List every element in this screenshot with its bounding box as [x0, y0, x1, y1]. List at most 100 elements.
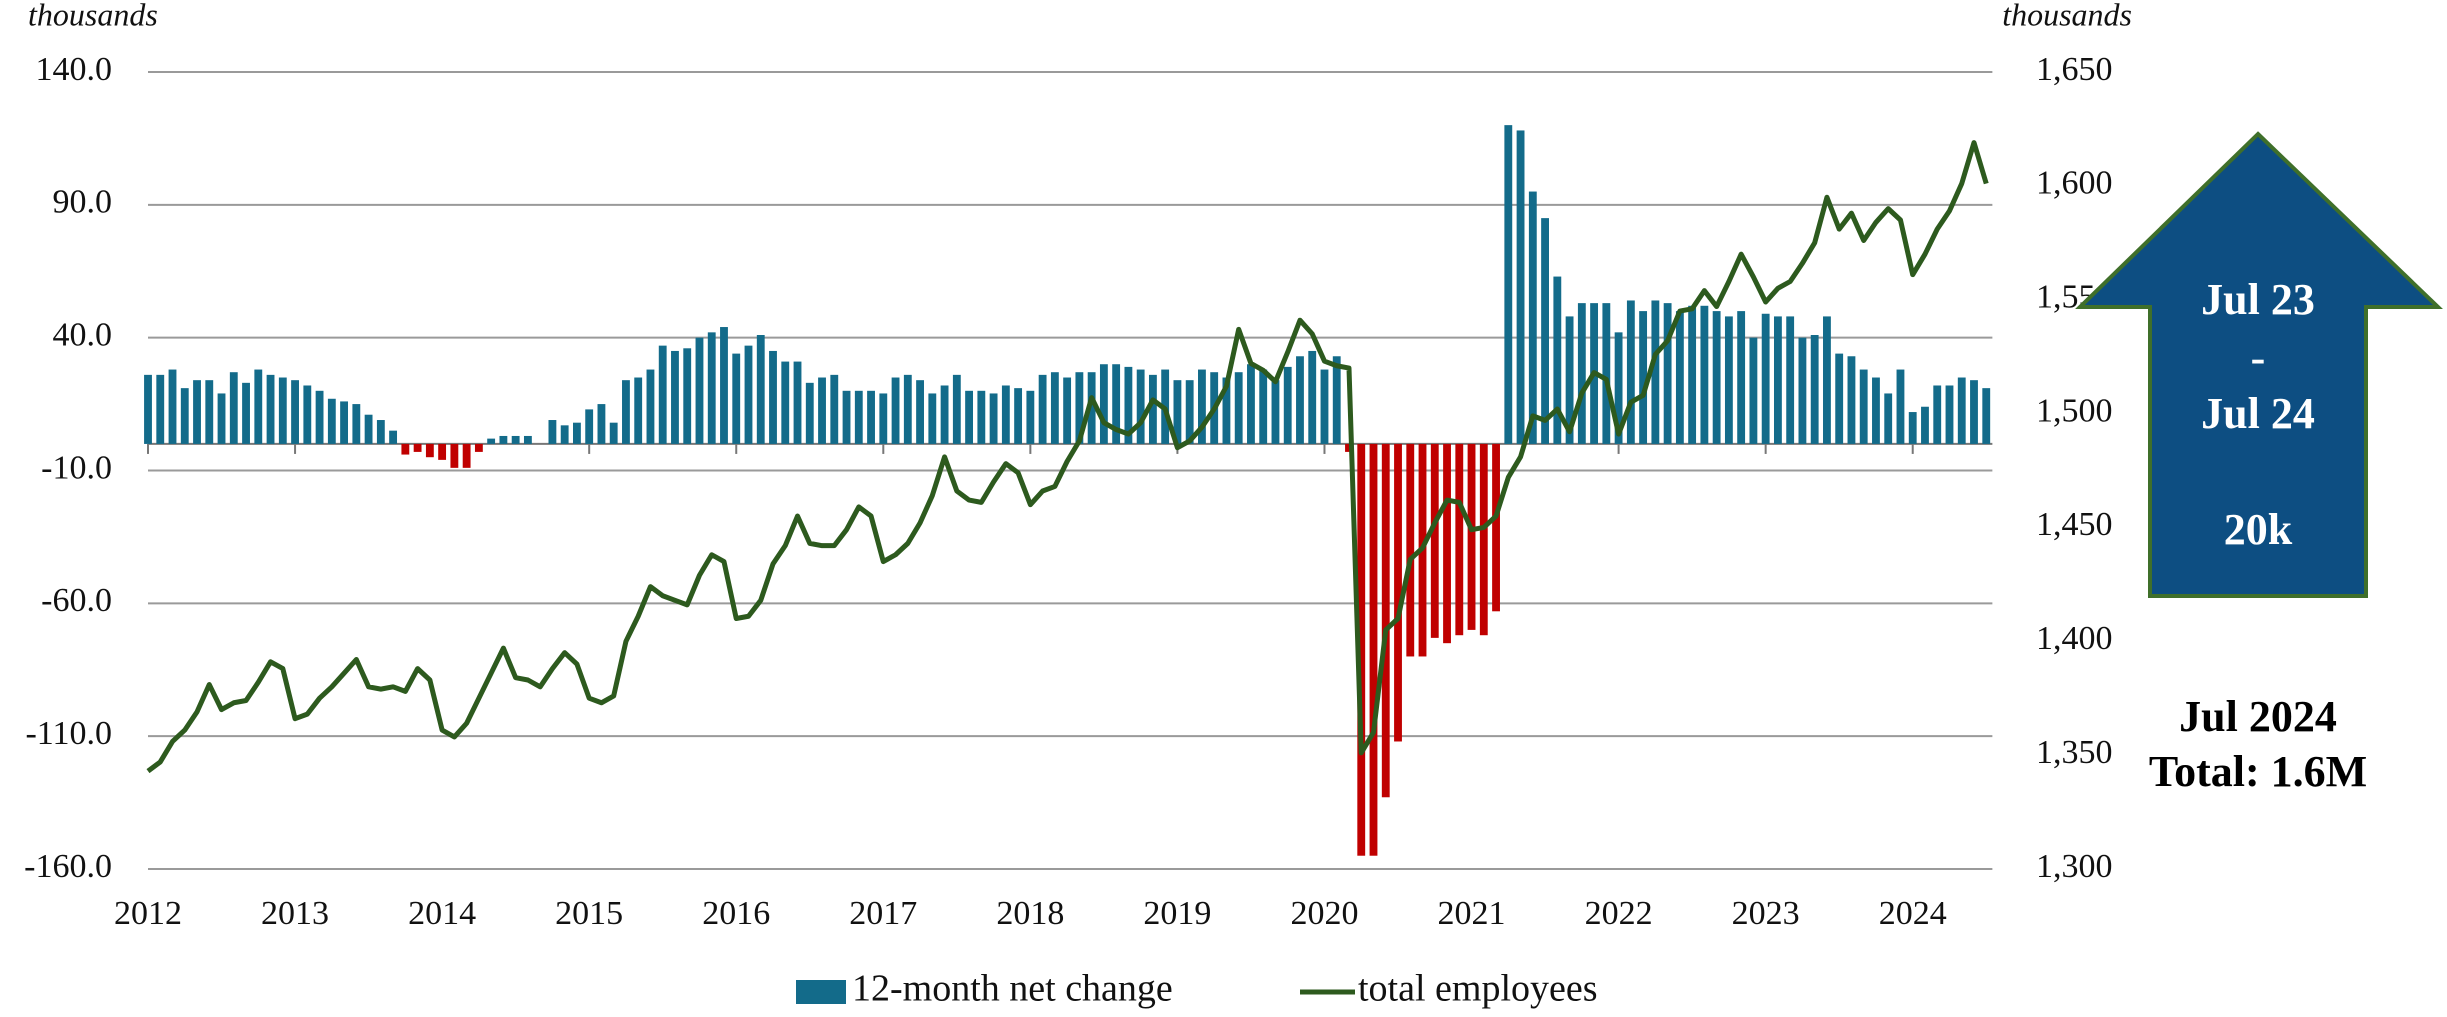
bar	[389, 430, 398, 444]
bar	[315, 390, 324, 444]
bar	[769, 350, 777, 444]
bar	[303, 385, 312, 444]
bar	[1296, 356, 1304, 444]
x-tick-label: 2021	[1438, 895, 1506, 932]
bar	[1516, 130, 1525, 444]
bar	[1443, 443, 1451, 644]
bar	[707, 332, 716, 444]
bar	[1859, 369, 1868, 444]
bar	[1945, 385, 1954, 444]
bar	[671, 350, 679, 444]
x-tick-label: 2018	[996, 895, 1064, 932]
bar	[867, 390, 875, 444]
bar	[695, 337, 704, 444]
arrow-text: Jul 23	[2201, 275, 2315, 324]
bar	[1124, 366, 1133, 444]
bar	[781, 361, 790, 444]
x-tick-label: 2013	[261, 895, 329, 932]
bar	[1087, 372, 1096, 444]
bar	[180, 388, 189, 444]
bar	[1026, 390, 1035, 444]
bar	[854, 390, 863, 444]
bar	[818, 377, 826, 444]
bar	[965, 390, 974, 444]
bar	[1921, 406, 1929, 444]
bar	[1271, 380, 1280, 444]
bar	[1173, 380, 1182, 444]
bar	[1455, 443, 1464, 636]
bar	[1099, 364, 1108, 444]
bar	[1136, 369, 1145, 444]
bar	[1308, 350, 1317, 444]
bar	[193, 380, 201, 444]
x-tick-label: 2019	[1143, 895, 1211, 932]
bar	[952, 374, 961, 444]
note-text: Total: 1.6M	[2149, 747, 2367, 796]
bar	[1651, 300, 1660, 444]
bar	[1222, 377, 1231, 444]
bar	[1234, 372, 1243, 444]
bar	[1357, 443, 1366, 856]
bar	[376, 420, 385, 444]
bar	[1148, 374, 1157, 444]
bar	[609, 422, 618, 444]
x-tick-label: 2022	[1585, 895, 1653, 932]
bar	[217, 393, 226, 444]
bar	[1712, 311, 1721, 444]
bar	[1332, 356, 1341, 444]
bar	[842, 390, 851, 444]
bar	[646, 369, 655, 444]
bar	[229, 372, 238, 444]
bar	[474, 443, 483, 452]
bar	[1810, 335, 1819, 444]
arrow-text: 20k	[2224, 505, 2293, 554]
note-text: Jul 2024	[2179, 692, 2337, 741]
bar	[327, 398, 336, 444]
y-tick-label: 40.0	[53, 316, 113, 353]
bar	[1663, 303, 1672, 444]
bar	[523, 435, 532, 444]
y2-tick-label: 1,450	[2036, 506, 2113, 543]
bar	[1982, 388, 1991, 444]
bar	[205, 380, 214, 444]
bar	[438, 443, 447, 460]
bar	[1345, 443, 1353, 452]
bar	[989, 393, 998, 444]
bar	[1504, 125, 1513, 444]
bar	[1038, 374, 1047, 444]
bar	[1884, 393, 1893, 444]
legend-label: total employees	[1358, 968, 1598, 1010]
bar	[242, 382, 250, 444]
bar	[928, 393, 937, 444]
bar	[879, 393, 888, 444]
y-axis-label: thousands	[28, 0, 158, 32]
bar	[1786, 316, 1795, 444]
bar	[1430, 443, 1439, 638]
y2-tick-label: 1,400	[2036, 620, 2113, 657]
bar	[462, 443, 471, 468]
line	[146, 140, 1989, 774]
bar	[548, 420, 557, 444]
bar	[977, 390, 986, 444]
bar	[1577, 303, 1586, 444]
bar	[597, 404, 606, 444]
bar	[1394, 443, 1402, 742]
bar	[1688, 305, 1697, 444]
bar	[511, 435, 520, 444]
legend-swatch	[796, 980, 846, 1004]
arrow-text: Jul 24	[2201, 389, 2315, 438]
bar	[1283, 366, 1292, 444]
bar	[413, 443, 422, 452]
bar	[1467, 443, 1476, 630]
y2-tick-label: 1,600	[2036, 165, 2113, 202]
x-tick-label: 2017	[849, 895, 917, 932]
y-tick-label: -10.0	[41, 449, 112, 486]
bar	[340, 401, 349, 444]
bar	[756, 335, 765, 444]
bar	[1908, 412, 1917, 444]
bar	[1724, 316, 1733, 444]
y2-tick-label: 1,350	[2036, 734, 2113, 771]
bar	[573, 422, 581, 444]
bar	[1492, 443, 1500, 612]
x-tick-label: 2016	[702, 895, 770, 932]
